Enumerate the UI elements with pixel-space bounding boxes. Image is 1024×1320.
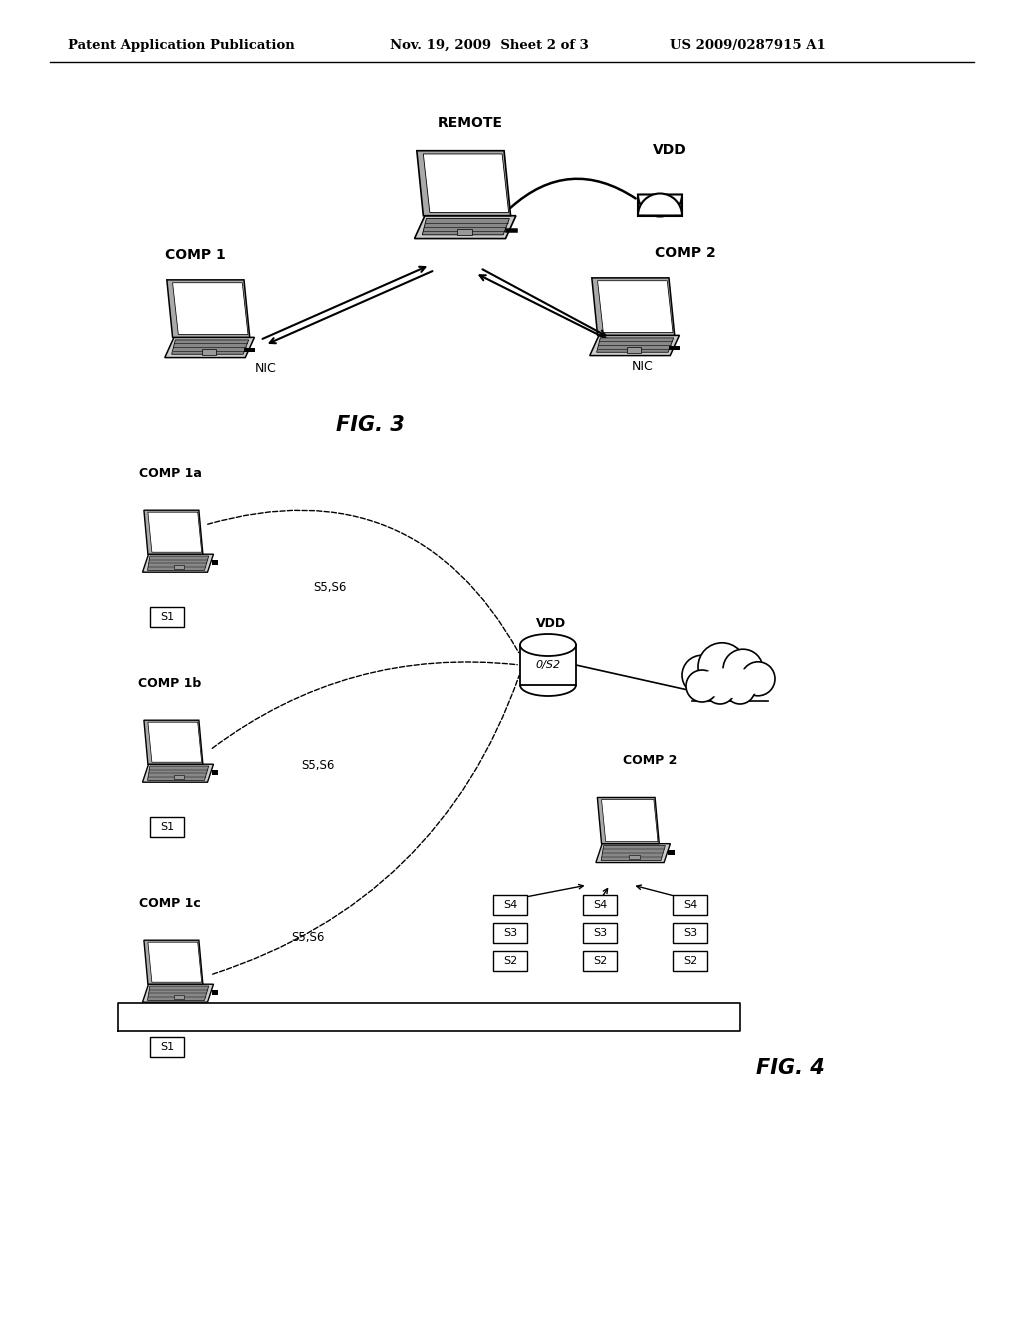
Polygon shape [417, 150, 511, 215]
Polygon shape [596, 843, 671, 862]
Text: S3: S3 [503, 928, 517, 939]
Polygon shape [165, 338, 254, 358]
Text: VDD: VDD [653, 143, 687, 157]
Text: S1: S1 [160, 612, 174, 622]
Text: S2: S2 [683, 956, 697, 966]
Polygon shape [597, 338, 674, 352]
Polygon shape [592, 277, 675, 335]
Polygon shape [147, 512, 202, 552]
FancyBboxPatch shape [150, 1038, 184, 1057]
Text: COMP 1a: COMP 1a [138, 467, 202, 480]
Text: S2: S2 [593, 956, 607, 966]
Text: S5,S6: S5,S6 [313, 582, 347, 594]
Text: COMP 2: COMP 2 [623, 754, 677, 767]
Circle shape [723, 649, 763, 689]
Text: COMP 1: COMP 1 [165, 248, 225, 261]
Polygon shape [598, 281, 673, 333]
Wedge shape [638, 194, 682, 215]
Text: 0/S2: 0/S2 [536, 660, 560, 671]
Polygon shape [415, 215, 516, 239]
Text: S3: S3 [593, 928, 607, 939]
Polygon shape [597, 797, 659, 843]
Ellipse shape [690, 660, 770, 700]
Polygon shape [147, 722, 202, 762]
Text: S5,S6: S5,S6 [291, 932, 325, 945]
FancyBboxPatch shape [493, 895, 527, 915]
Bar [174, 775, 184, 779]
Polygon shape [423, 154, 509, 213]
Polygon shape [590, 335, 680, 355]
Polygon shape [147, 986, 209, 1001]
Polygon shape [147, 766, 209, 780]
Circle shape [705, 675, 735, 704]
FancyBboxPatch shape [583, 950, 617, 972]
Polygon shape [144, 511, 203, 554]
Polygon shape [601, 846, 666, 861]
Polygon shape [601, 800, 658, 842]
Bar [202, 348, 216, 355]
Polygon shape [144, 940, 203, 985]
FancyBboxPatch shape [673, 950, 707, 972]
Bar [212, 560, 217, 565]
Circle shape [698, 643, 746, 690]
Text: S4: S4 [503, 900, 517, 909]
Bar [630, 855, 640, 859]
Text: S4: S4 [593, 900, 607, 909]
Ellipse shape [695, 668, 765, 698]
Bar [638, 194, 682, 215]
Text: COMP 1c: COMP 1c [139, 898, 201, 909]
FancyBboxPatch shape [583, 895, 617, 915]
Circle shape [686, 671, 718, 702]
Bar [212, 990, 217, 995]
Ellipse shape [520, 634, 575, 656]
Text: FIG. 3: FIG. 3 [336, 414, 404, 436]
Text: NIC: NIC [632, 359, 653, 372]
Bar [627, 347, 641, 352]
FancyBboxPatch shape [493, 950, 527, 972]
Text: NIC: NIC [255, 362, 276, 375]
Text: Patent Application Publication: Patent Application Publication [68, 38, 295, 51]
Text: COMP 2: COMP 2 [654, 246, 716, 260]
Text: REMOTE: REMOTE [437, 116, 503, 129]
Bar [174, 565, 184, 569]
Polygon shape [173, 282, 248, 334]
Text: S2: S2 [503, 956, 517, 966]
FancyBboxPatch shape [150, 817, 184, 837]
Text: COMP 1b: COMP 1b [138, 677, 202, 690]
Polygon shape [167, 280, 250, 338]
Polygon shape [144, 721, 203, 764]
Text: FIG. 4: FIG. 4 [756, 1059, 824, 1078]
Wedge shape [638, 194, 682, 216]
FancyBboxPatch shape [673, 923, 707, 942]
Bar [669, 850, 675, 855]
Text: S1: S1 [160, 1041, 174, 1052]
Bar [174, 995, 184, 999]
Text: S3: S3 [683, 928, 697, 939]
Text: US 2009/0287915 A1: US 2009/0287915 A1 [670, 38, 825, 51]
Polygon shape [142, 554, 213, 572]
Polygon shape [147, 942, 202, 982]
Text: S1: S1 [160, 822, 174, 832]
Bar [212, 770, 217, 775]
Polygon shape [172, 339, 249, 354]
FancyBboxPatch shape [583, 923, 617, 942]
Text: S5,S6: S5,S6 [301, 759, 335, 771]
Circle shape [682, 655, 722, 696]
Circle shape [741, 661, 775, 696]
FancyBboxPatch shape [493, 923, 527, 942]
Polygon shape [142, 985, 213, 1002]
Text: Nov. 19, 2009  Sheet 2 of 3: Nov. 19, 2009 Sheet 2 of 3 [390, 38, 589, 51]
Text: NETWORK: NETWORK [698, 680, 762, 690]
Bar [457, 228, 472, 235]
Polygon shape [422, 219, 509, 235]
Polygon shape [147, 556, 209, 570]
Polygon shape [142, 764, 213, 783]
Text: S4: S4 [683, 900, 697, 909]
FancyBboxPatch shape [150, 607, 184, 627]
Bar [520, 645, 575, 685]
Circle shape [725, 675, 755, 704]
Text: VDD: VDD [536, 616, 566, 630]
FancyBboxPatch shape [673, 895, 707, 915]
